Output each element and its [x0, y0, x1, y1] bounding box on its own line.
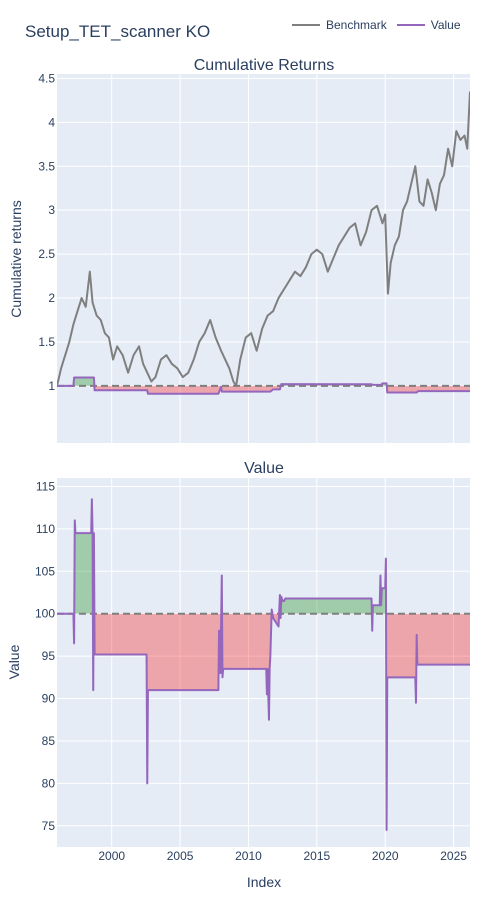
subplot-0: 1 1.5 2 2.5 3 3.5 4 4.5	[38, 71, 470, 443]
legend-label-value: Value	[430, 18, 461, 32]
x-tick-label: 2015	[303, 849, 330, 863]
y-axis-title-value: Value	[6, 644, 22, 679]
y-tick-label: 2	[48, 291, 55, 305]
loss-fill-area	[222, 613, 272, 720]
y-tick-label: 1.5	[38, 335, 55, 349]
loss-fill-area	[94, 385, 281, 394]
y-tick-label: 3	[48, 203, 55, 217]
series-line-value	[57, 498, 470, 832]
plot-area	[57, 478, 470, 847]
subplot-title-cumulative-returns: Cumulative Returns	[194, 57, 335, 74]
y-tick-label: 115	[36, 479, 55, 493]
legend-swatch-benchmark	[292, 24, 320, 26]
y-tick-label: 110	[36, 522, 55, 536]
loss-fill-area	[386, 613, 470, 831]
gain-fill-area	[74, 499, 93, 614]
y-tick-label: 4.5	[38, 71, 55, 85]
legend-label-benchmark: Benchmark	[326, 18, 387, 32]
y-tick-label: 2.5	[38, 247, 55, 261]
x-axis-title: Index	[247, 874, 281, 890]
x-tick-label: 2010	[235, 849, 262, 863]
gain-fill-area	[372, 558, 387, 614]
y-axis-title-cumulative-returns: Cumulative returns	[8, 200, 24, 318]
x-tick-label: 2020	[372, 849, 399, 863]
x-tick-label: 2025	[440, 849, 467, 863]
y-tick-label: 3.5	[38, 159, 55, 173]
y-tick-label: 75	[42, 819, 56, 833]
y-tick-label: 95	[42, 649, 56, 663]
legend[interactable]: Benchmark Value	[292, 18, 471, 32]
legend-item-benchmark[interactable]: Benchmark	[292, 18, 387, 32]
x-tick-label: 2000	[98, 849, 125, 863]
subplot-1: 75 80 85 90 95 100 105 110 115 2000 2005 2010 2015 20…	[35, 478, 470, 863]
chart-title: Setup_TET_scanner KO	[25, 22, 211, 41]
y-tick-label: 105	[35, 564, 55, 578]
legend-item-value[interactable]: Value	[396, 18, 461, 32]
loss-fill-area	[94, 613, 222, 784]
legend-swatch-value	[396, 24, 425, 26]
gain-fill-area	[57, 377, 95, 386]
y-tick-label: 80	[42, 776, 56, 790]
y-tick-label: 90	[42, 692, 56, 706]
gain-fill-area	[280, 596, 372, 614]
x-tick-label: 2005	[167, 849, 194, 863]
subplot-title-value: Value	[244, 460, 284, 477]
y-tick-label: 4	[48, 115, 55, 129]
series-line-benchmark	[57, 91, 470, 387]
y-tick-label: 85	[42, 734, 56, 748]
y-tick-label: 100	[35, 607, 55, 621]
series-line-value	[57, 376, 470, 395]
plot-area	[57, 74, 470, 443]
y-tick-label: 1	[48, 379, 55, 393]
